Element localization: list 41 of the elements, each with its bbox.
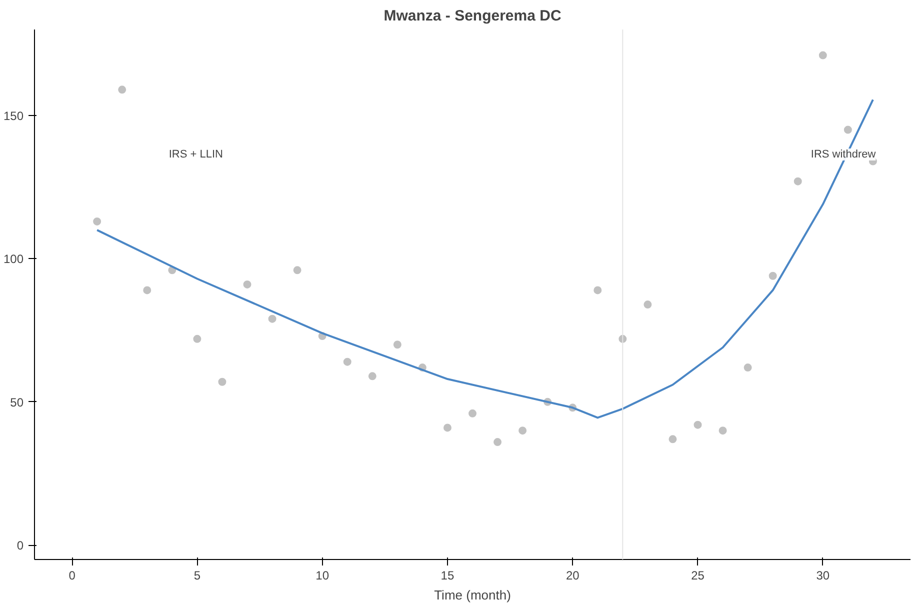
point	[844, 126, 852, 134]
point	[744, 364, 752, 372]
point	[343, 358, 352, 366]
point	[93, 217, 102, 226]
point	[118, 86, 126, 94]
x-tick-label: 10	[316, 568, 330, 582]
point	[644, 300, 652, 309]
point	[193, 334, 202, 343]
line-series	[96, 98, 874, 419]
annotation: IRS withdrew	[810, 148, 876, 160]
x-tick-label: 20	[566, 568, 580, 582]
x-tick-label: 0	[68, 568, 76, 582]
point	[794, 177, 802, 186]
point	[468, 409, 476, 418]
y-tick-label: 50	[10, 395, 24, 410]
x-tick-label: 15	[440, 568, 454, 582]
point	[218, 378, 226, 386]
point	[494, 438, 502, 446]
point	[243, 280, 252, 288]
point	[694, 420, 702, 429]
y-tick-label: 100	[3, 252, 24, 266]
point	[768, 272, 777, 280]
point	[268, 314, 276, 323]
annotation: IRS + LLIN	[168, 148, 224, 160]
chart-title: Mwanza - Sengerema DC	[384, 8, 562, 24]
y-tick-label: 0	[16, 538, 24, 553]
point	[368, 372, 376, 380]
point	[293, 266, 302, 274]
x-axis-title: Time (month)	[434, 588, 511, 602]
y-tick-label: 150	[3, 108, 24, 123]
point	[668, 435, 677, 444]
point	[443, 424, 452, 432]
x-tick-label: 30	[816, 568, 830, 582]
point	[594, 286, 602, 294]
x-tick-label: 5	[194, 568, 201, 582]
point	[818, 51, 827, 60]
point	[143, 286, 152, 294]
point	[718, 426, 727, 435]
point	[393, 340, 402, 349]
x-tick-label: 25	[691, 568, 705, 582]
point	[518, 426, 527, 435]
